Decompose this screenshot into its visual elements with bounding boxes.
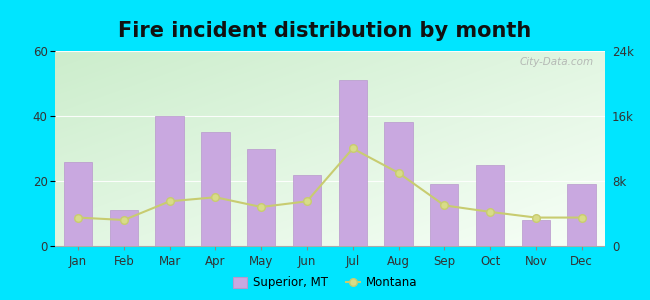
Bar [384,122,413,246]
Bar [567,184,596,246]
Bar [247,148,276,246]
Bar [64,161,92,246]
Bar [292,175,321,246]
Bar [430,184,458,246]
Bar [155,116,184,246]
Bar [110,210,138,246]
Bar [522,220,550,246]
Bar [339,80,367,246]
Bar [476,165,504,246]
Bar [202,132,229,246]
Text: Fire incident distribution by month: Fire incident distribution by month [118,21,532,41]
Text: City-Data.com: City-Data.com [519,57,593,67]
Legend: Superior, MT, Montana: Superior, MT, Montana [228,272,422,294]
